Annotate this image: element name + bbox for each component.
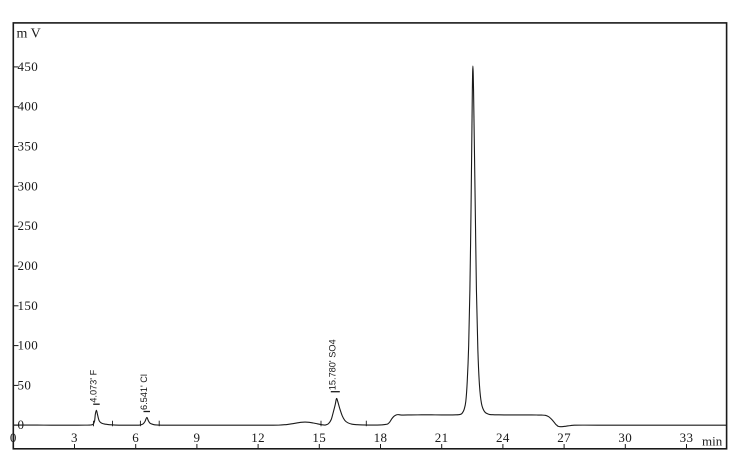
svg-text:100: 100 bbox=[18, 338, 39, 353]
svg-text:350: 350 bbox=[18, 139, 39, 154]
svg-text:50: 50 bbox=[18, 377, 32, 392]
svg-text:0: 0 bbox=[10, 430, 17, 445]
svg-text:27: 27 bbox=[557, 430, 571, 445]
svg-text:33: 33 bbox=[680, 430, 694, 445]
svg-text:0: 0 bbox=[18, 417, 25, 432]
svg-text:150: 150 bbox=[18, 298, 39, 313]
svg-text:9: 9 bbox=[193, 430, 200, 445]
svg-text:250: 250 bbox=[18, 218, 39, 233]
svg-text:15.780' SO4: 15.780' SO4 bbox=[327, 339, 337, 390]
svg-text:450: 450 bbox=[18, 59, 39, 74]
svg-text:3: 3 bbox=[71, 430, 78, 445]
svg-text:4.073' F: 4.073' F bbox=[88, 369, 98, 402]
svg-text:30: 30 bbox=[618, 430, 632, 445]
svg-text:300: 300 bbox=[18, 178, 39, 193]
svg-text:24: 24 bbox=[496, 430, 510, 445]
svg-text:400: 400 bbox=[18, 99, 39, 114]
svg-text:15: 15 bbox=[312, 430, 326, 445]
svg-text:21: 21 bbox=[435, 430, 449, 445]
svg-text:12: 12 bbox=[251, 430, 265, 445]
svg-text:m V: m V bbox=[17, 27, 41, 42]
svg-text:200: 200 bbox=[18, 258, 39, 273]
svg-text:18: 18 bbox=[374, 430, 388, 445]
svg-text:6.541' Cl: 6.541' Cl bbox=[139, 374, 149, 410]
svg-text:min: min bbox=[702, 434, 723, 449]
svg-text:6: 6 bbox=[132, 430, 139, 445]
